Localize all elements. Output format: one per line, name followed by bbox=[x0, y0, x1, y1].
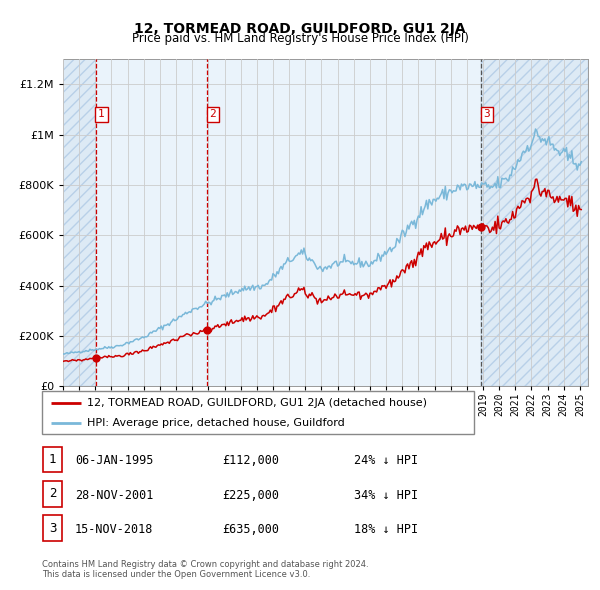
Text: Price paid vs. HM Land Registry's House Price Index (HPI): Price paid vs. HM Land Registry's House … bbox=[131, 32, 469, 45]
Text: 28-NOV-2001: 28-NOV-2001 bbox=[75, 489, 154, 502]
Text: 18% ↓ HPI: 18% ↓ HPI bbox=[354, 523, 418, 536]
Text: HPI: Average price, detached house, Guildford: HPI: Average price, detached house, Guil… bbox=[88, 418, 345, 428]
Text: 2: 2 bbox=[49, 487, 56, 500]
Text: 12, TORMEAD ROAD, GUILDFORD, GU1 2JA (detached house): 12, TORMEAD ROAD, GUILDFORD, GU1 2JA (de… bbox=[88, 398, 427, 408]
Text: 15-NOV-2018: 15-NOV-2018 bbox=[75, 523, 154, 536]
Text: £635,000: £635,000 bbox=[222, 523, 279, 536]
Text: £112,000: £112,000 bbox=[222, 454, 279, 467]
Text: Contains HM Land Registry data © Crown copyright and database right 2024.
This d: Contains HM Land Registry data © Crown c… bbox=[42, 560, 368, 579]
Bar bbox=[481, 59, 588, 386]
Bar bbox=[95, 59, 207, 386]
Bar bbox=[63, 59, 95, 386]
Bar bbox=[63, 59, 95, 386]
Text: 24% ↓ HPI: 24% ↓ HPI bbox=[354, 454, 418, 467]
Text: 34% ↓ HPI: 34% ↓ HPI bbox=[354, 489, 418, 502]
Text: 3: 3 bbox=[484, 109, 490, 119]
Text: 06-JAN-1995: 06-JAN-1995 bbox=[75, 454, 154, 467]
Bar bbox=[207, 59, 481, 386]
Text: £225,000: £225,000 bbox=[222, 489, 279, 502]
Bar bbox=[481, 59, 588, 386]
Text: 1: 1 bbox=[98, 109, 105, 119]
Text: 2: 2 bbox=[209, 109, 216, 119]
Text: 1: 1 bbox=[49, 453, 56, 466]
Text: 3: 3 bbox=[49, 522, 56, 535]
Text: 12, TORMEAD ROAD, GUILDFORD, GU1 2JA: 12, TORMEAD ROAD, GUILDFORD, GU1 2JA bbox=[134, 22, 466, 36]
